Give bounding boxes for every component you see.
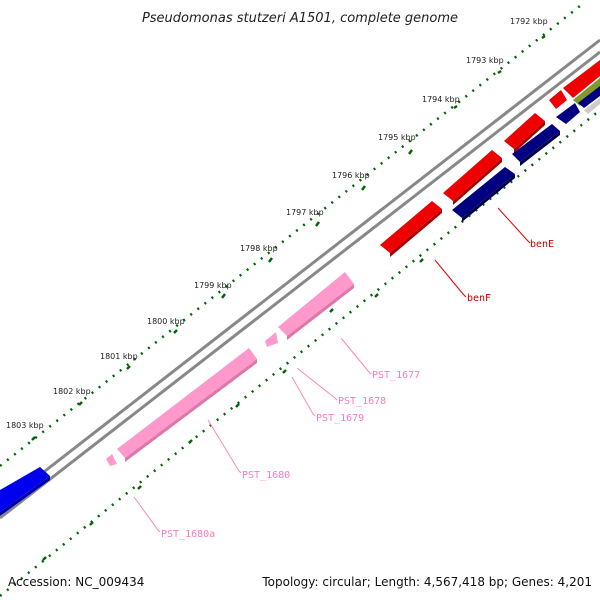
tick-label-1799: 1799 kbp xyxy=(194,281,232,290)
label-PST_1680[interactable]: PST_1680 xyxy=(242,470,290,481)
inner-strand-genes xyxy=(452,86,600,222)
label-PST_1679[interactable]: PST_1679 xyxy=(316,413,364,424)
outer-ruler xyxy=(0,1,586,467)
tick-label-1796: 1796 kbp xyxy=(332,171,370,180)
label-benE[interactable]: benE xyxy=(530,239,554,250)
gene-red-3[interactable] xyxy=(504,113,545,149)
backbone-inner xyxy=(0,50,600,520)
label-PST_1680a[interactable]: PST_1680a xyxy=(161,529,215,540)
tick-label-1797: 1797 kbp xyxy=(286,208,324,217)
gene-navy-4[interactable] xyxy=(578,86,600,108)
label-PST_1677[interactable]: PST_1677 xyxy=(372,370,420,381)
gene-olive[interactable] xyxy=(573,78,600,106)
tick-label-1794: 1794 kbp xyxy=(422,95,460,104)
gene-PST_1677[interactable] xyxy=(278,272,354,336)
label-benF[interactable]: benF xyxy=(467,293,491,304)
outer-major-ticks xyxy=(31,34,546,441)
gene-navy-3[interactable] xyxy=(556,103,580,124)
gene-PST_1680[interactable] xyxy=(117,348,257,458)
tick-label-1792: 1792 kbp xyxy=(510,17,548,26)
tick-label-1795: 1795 kbp xyxy=(378,133,416,142)
gene-red-4[interactable] xyxy=(549,90,567,109)
map-title: Pseudomonas stutzeri A1501, complete gen… xyxy=(142,11,458,26)
gene-navy-1[interactable] xyxy=(452,167,515,218)
label-leaders xyxy=(133,207,531,533)
tick-label-1800: 1800 kbp xyxy=(147,317,185,326)
summary-text: Topology: circular; Length: 4,567,418 bp… xyxy=(261,575,592,589)
inner-ruler xyxy=(0,109,600,597)
gene-benE[interactable] xyxy=(443,150,502,201)
tick-label-1793: 1793 kbp xyxy=(466,56,504,65)
accession-text: Accession: NC_009434 xyxy=(8,575,144,589)
inner-major-ticks xyxy=(42,174,515,561)
backbone-outer xyxy=(0,38,600,508)
gene-blue-lower-left[interactable] xyxy=(0,467,50,512)
tick-label-1801: 1801 kbp xyxy=(100,352,138,361)
tick-label-1803: 1803 kbp xyxy=(6,421,44,430)
gene-PST_1679[interactable] xyxy=(265,337,272,347)
gene-benF[interactable] xyxy=(380,201,442,253)
gene-PST_1680a[interactable] xyxy=(106,454,117,466)
gene-navy-2[interactable] xyxy=(512,124,560,162)
gene-red-5[interactable] xyxy=(563,60,600,98)
pink-genes xyxy=(106,272,354,466)
label-PST_1678[interactable]: PST_1678 xyxy=(338,396,386,407)
outer-strand-genes xyxy=(380,60,600,257)
gene-PST_1678[interactable] xyxy=(270,332,278,345)
tick-label-1802: 1802 kbp xyxy=(53,387,91,396)
gene-grey-sliver xyxy=(584,98,600,114)
tick-label-1798: 1798 kbp xyxy=(240,244,278,253)
